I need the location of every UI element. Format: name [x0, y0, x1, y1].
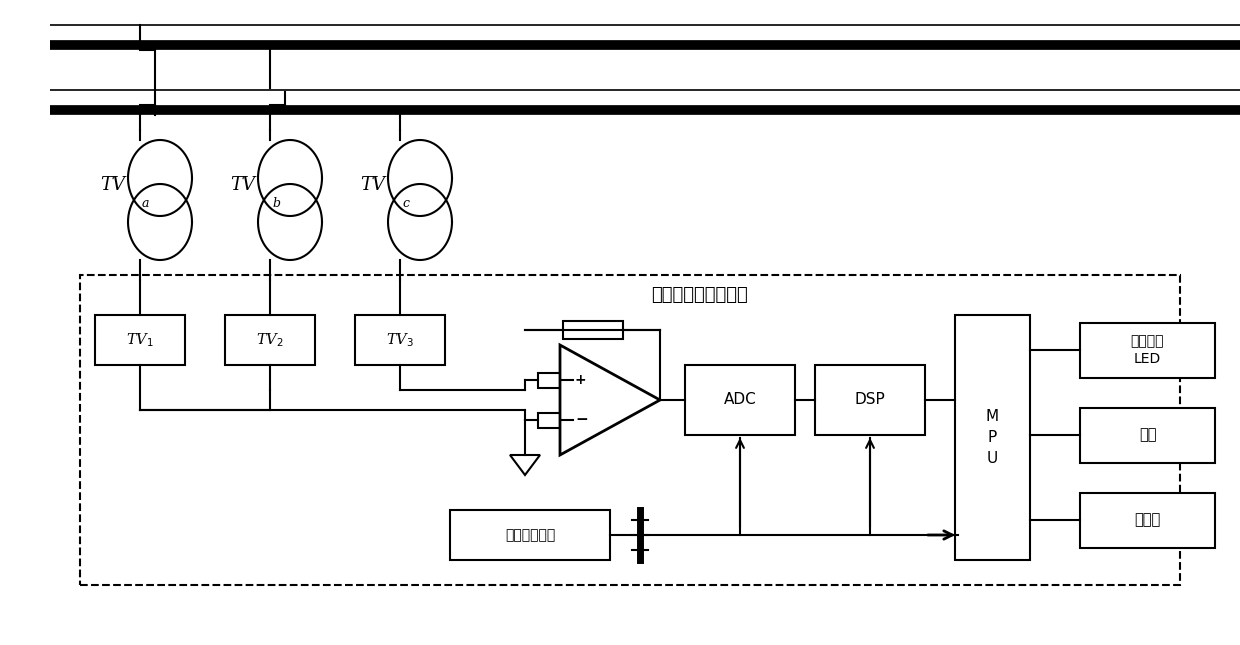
Text: TV$_1$: TV$_1$: [126, 331, 154, 349]
Bar: [563, 321, 622, 339]
Bar: [815, 365, 925, 435]
Bar: [450, 510, 610, 560]
Text: 显示器: 显示器: [1135, 513, 1161, 528]
Polygon shape: [560, 345, 660, 455]
Text: M
P
U: M P U: [986, 409, 999, 466]
Text: 电压互感器监测装置: 电压互感器监测装置: [652, 286, 749, 304]
Text: DSP: DSP: [854, 393, 885, 408]
Text: b: b: [272, 197, 280, 210]
Text: 开关电源模块: 开关电源模块: [505, 528, 556, 542]
Text: ADC: ADC: [724, 393, 756, 408]
Bar: [95, 315, 185, 365]
Bar: [355, 315, 445, 365]
Bar: [1080, 408, 1215, 462]
Bar: [1080, 322, 1215, 377]
Bar: [537, 413, 573, 428]
Text: c: c: [402, 197, 409, 210]
Text: TV: TV: [360, 176, 384, 194]
Bar: [537, 373, 573, 388]
Text: 状态指示
LED: 状态指示 LED: [1131, 334, 1164, 366]
Text: a: a: [143, 197, 150, 210]
Text: TV$_2$: TV$_2$: [257, 331, 284, 349]
Text: +: +: [575, 373, 587, 387]
Text: 键盘: 键盘: [1138, 428, 1156, 442]
Text: −: −: [575, 413, 588, 428]
Text: TV$_3$: TV$_3$: [386, 331, 414, 349]
Bar: [1080, 493, 1215, 548]
Bar: [81, 275, 1180, 585]
Text: TV: TV: [100, 176, 125, 194]
Bar: [955, 315, 1030, 560]
Text: TV: TV: [229, 176, 255, 194]
Bar: [224, 315, 315, 365]
Bar: [684, 365, 795, 435]
